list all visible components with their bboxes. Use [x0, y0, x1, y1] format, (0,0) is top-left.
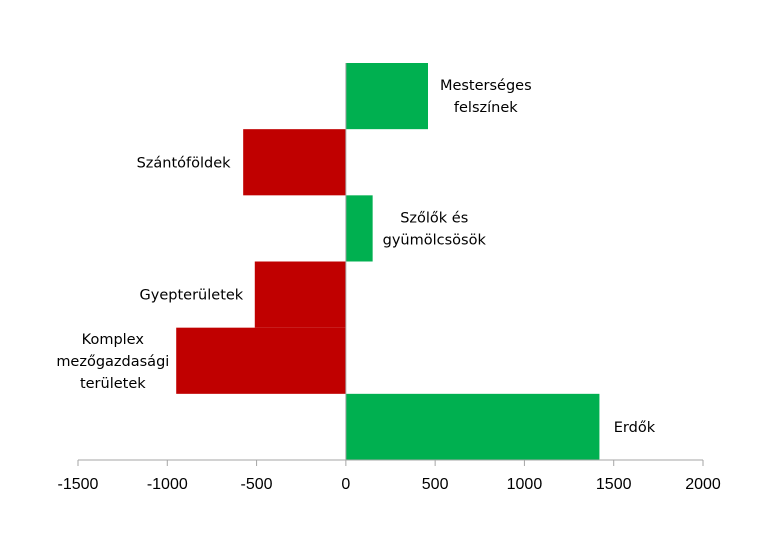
category-label-6: Erdők: [614, 420, 656, 436]
x-tick-label: -500: [241, 476, 273, 493]
x-tick-label: 0: [341, 476, 350, 493]
bar-4: [254, 261, 346, 328]
x-tick-label: 1500: [596, 476, 632, 493]
bar-6: [345, 393, 600, 460]
bars-group: [176, 63, 600, 460]
category-labels: Mesterséges felszínek Szántóföldek Szőlők é…: [56, 78, 655, 436]
x-tick-label: -1500: [58, 476, 99, 493]
bar-5: [176, 327, 346, 394]
bar-1: [345, 63, 428, 130]
x-tick-label: -1000: [147, 476, 188, 493]
bar-2: [243, 129, 346, 196]
category-label-3: Szőlők és gyümölcsösök: [383, 210, 487, 248]
category-label-4: Gyepterületek: [140, 288, 244, 304]
category-label-5: Komplex mezőgazdasági területek: [56, 332, 169, 392]
bar-3: [345, 195, 373, 262]
x-tick-label: 1000: [507, 476, 543, 493]
category-label-2: Szántóföldek: [137, 155, 232, 171]
x-tick-label: 500: [422, 476, 449, 493]
x-tick-label: 2000: [685, 476, 721, 493]
category-label-1: Mesterséges felszínek: [440, 78, 532, 116]
x-axis: -1500 -1000 -500 0 500 1000 1500 2000: [58, 63, 721, 493]
